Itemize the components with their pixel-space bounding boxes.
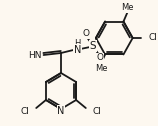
Text: N: N (57, 105, 65, 116)
Text: Cl: Cl (21, 106, 29, 116)
Text: HN: HN (28, 51, 42, 59)
Text: H: H (74, 39, 81, 49)
Text: O: O (96, 54, 103, 62)
Text: Cl: Cl (93, 106, 101, 116)
Text: Me: Me (95, 64, 107, 73)
Text: Cl: Cl (148, 34, 157, 42)
Text: N: N (74, 45, 81, 55)
Text: Me: Me (121, 3, 134, 12)
Text: S: S (90, 41, 96, 51)
Text: O: O (83, 29, 90, 39)
